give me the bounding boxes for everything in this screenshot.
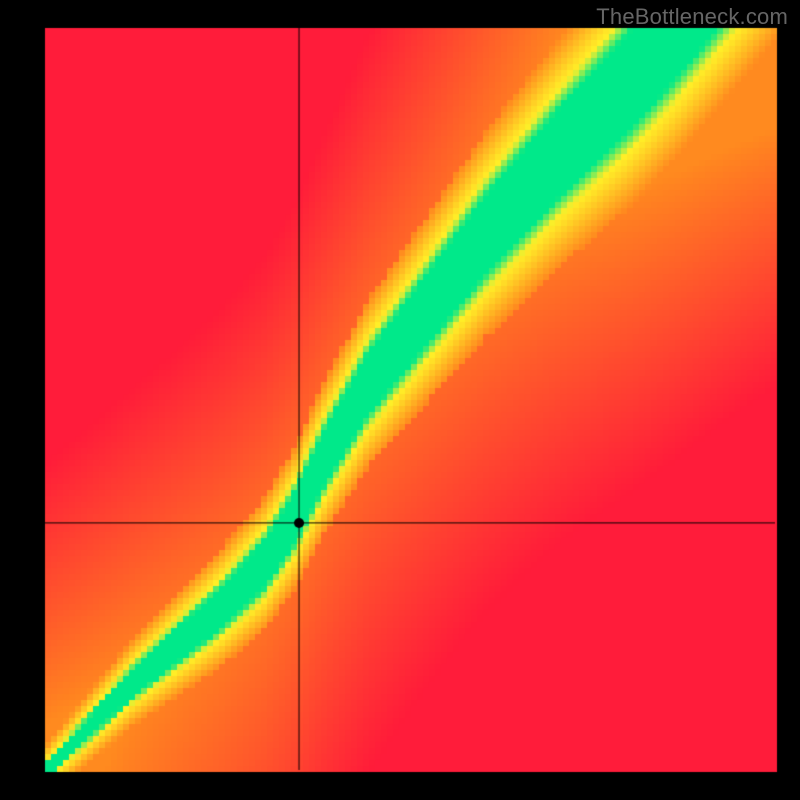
- bottleneck-heatmap: [0, 0, 800, 800]
- watermark-text: TheBottleneck.com: [596, 4, 788, 30]
